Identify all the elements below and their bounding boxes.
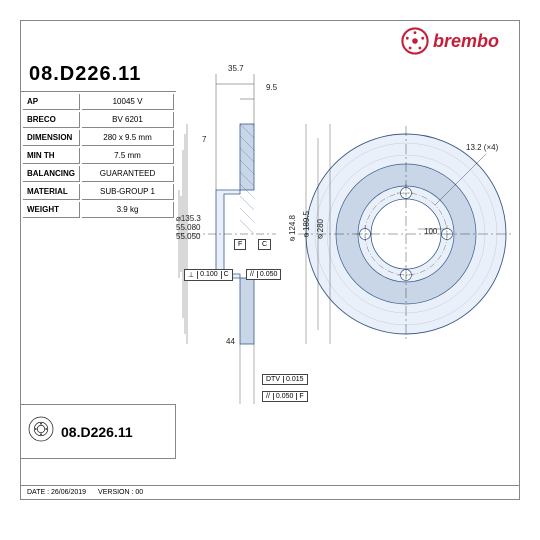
brand-name: brembo	[433, 31, 499, 52]
spec-label: MIN TH	[23, 148, 80, 164]
brand-logo: brembo	[401, 27, 499, 55]
datum-f: F	[234, 239, 246, 250]
dim-bore: 100	[424, 227, 437, 236]
spec-value: 280 x 9.5 mm	[82, 130, 174, 146]
spec-row: MIN TH7.5 mm	[23, 148, 174, 164]
spec-value: 7.5 mm	[82, 148, 174, 164]
spec-value: 3.9 kg	[82, 202, 174, 218]
spec-row: AP10045 V	[23, 94, 174, 110]
spec-label: AP	[23, 94, 80, 110]
spec-table: AP10045 VBRECOBV 6201DIMENSION280 x 9.5 …	[21, 91, 176, 220]
dim-top-width: 35.7	[228, 64, 244, 73]
technical-drawing: 35.7 9.5 7 13.2 (×4) 100 ⌀135.3 55.080 5…	[176, 59, 521, 459]
dia-3: ⌀124.8	[288, 215, 297, 244]
spec-value: GUARANTEED	[82, 166, 174, 182]
disc-icon	[21, 414, 61, 449]
gdt-2: // 0.050	[246, 269, 281, 280]
reference-part-number: 08.D226.11	[61, 424, 133, 440]
version-value: 00	[135, 489, 143, 496]
spec-label: MATERIAL	[23, 184, 80, 200]
spec-label: DIMENSION	[23, 130, 80, 146]
spec-value: BV 6201	[82, 112, 174, 128]
dtv-box: DTV 0.015	[262, 374, 308, 385]
gdt-1: ⊥ 0.100 C	[184, 269, 233, 281]
brembo-icon	[401, 27, 429, 55]
part-number-heading: 08.D226.11	[29, 63, 141, 86]
spec-row: WEIGHT3.9 kg	[23, 202, 174, 218]
spec-label: BALANCING	[23, 166, 80, 182]
dia-4: ⌀189.5	[302, 211, 311, 240]
dia-2: 55.050	[176, 233, 201, 242]
dia-5: ⌀280	[316, 219, 325, 241]
spec-row: DIMENSION280 x 9.5 mm	[23, 130, 174, 146]
spec-value: 10045 V	[82, 94, 174, 110]
version-label: VERSION :	[98, 489, 133, 496]
dim-thickness: 9.5	[266, 83, 277, 92]
dim-bolt: 13.2 (×4)	[466, 143, 498, 152]
spec-label: WEIGHT	[23, 202, 80, 218]
spec-row: BRECOBV 6201	[23, 112, 174, 128]
date-label: DATE :	[27, 489, 49, 496]
datum-c: C	[258, 239, 271, 250]
spec-label: BRECO	[23, 112, 80, 128]
date-value: 26/06/2019	[51, 489, 86, 496]
footer: DATE : 26/06/2019 VERSION : 00	[21, 485, 519, 499]
dim-h44: 44	[226, 337, 235, 346]
gdt-bottom: // 0.050 F	[262, 391, 308, 402]
reference-box: 08.D226.11	[21, 404, 176, 459]
spec-row: MATERIALSUB-GROUP 1	[23, 184, 174, 200]
dim-diameters-left: ⌀135.3 55.080 55.050	[176, 215, 201, 241]
dim-offset: 7	[202, 135, 206, 144]
drawing-sheet: brembo 08.D226.11 AP10045 VBRECOBV 6201D…	[20, 20, 520, 500]
spec-value: SUB-GROUP 1	[82, 184, 174, 200]
spec-row: BALANCINGGUARANTEED	[23, 166, 174, 182]
